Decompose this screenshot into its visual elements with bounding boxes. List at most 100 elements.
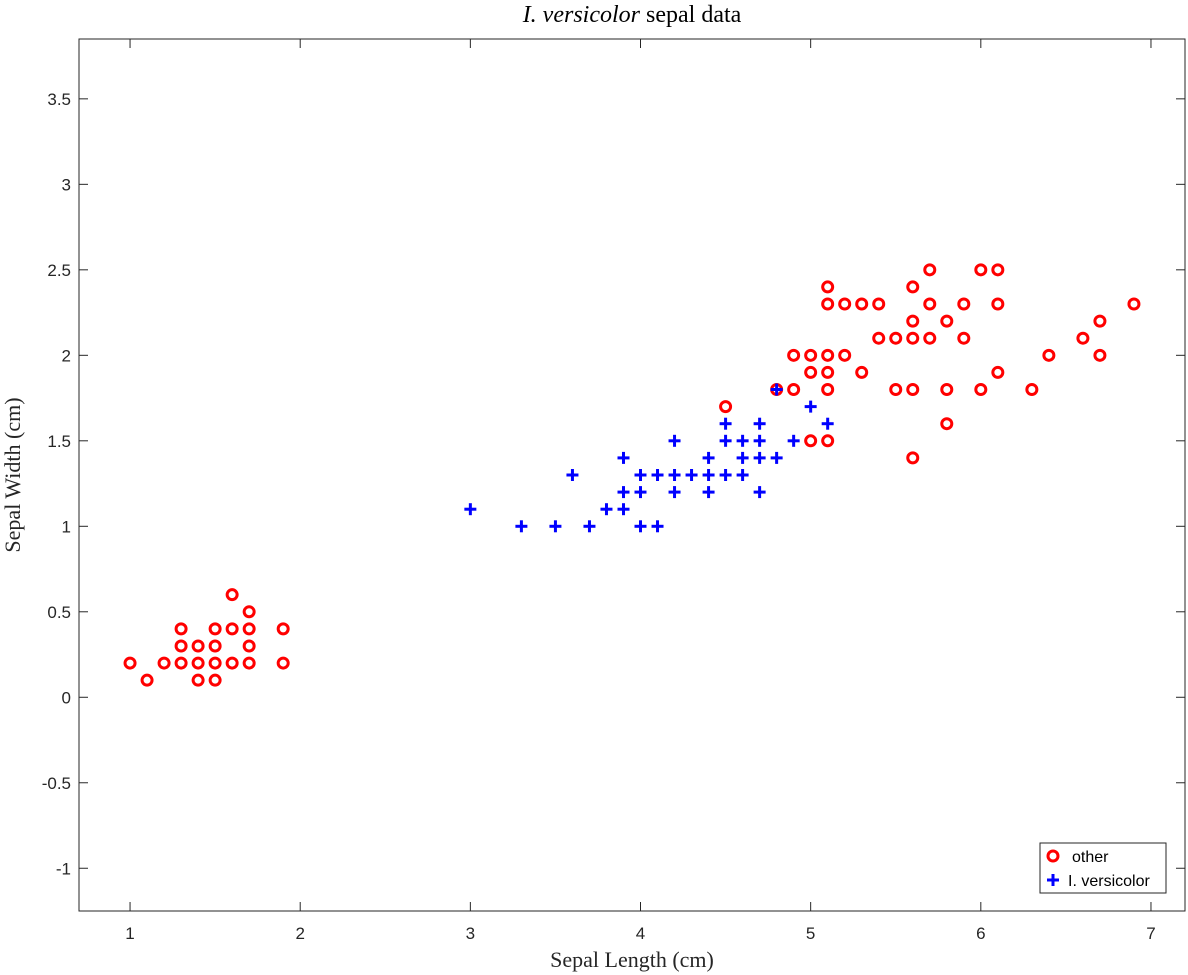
data-point-other: [191, 673, 205, 687]
data-point-other: [787, 348, 801, 362]
data-point-versicolor: [753, 434, 766, 447]
data-point-other: [157, 656, 171, 670]
y-tick-label: 2.5: [47, 261, 71, 280]
x-tick-label: 6: [976, 924, 985, 943]
x-axis-label: Sepal Length (cm): [550, 947, 714, 972]
x-tick-label: 1: [125, 924, 134, 943]
data-point-other: [208, 656, 222, 670]
data-point-other: [906, 383, 920, 397]
x-tick-label: 5: [806, 924, 815, 943]
data-point-versicolor: [634, 520, 647, 533]
data-point-other: [1025, 383, 1039, 397]
data-point-other: [821, 348, 835, 362]
legend-label-other: other: [1072, 849, 1109, 866]
data-point-versicolor: [702, 451, 715, 464]
data-point-other: [225, 656, 239, 670]
data-point-other: [923, 297, 937, 311]
x-axis: 1 2 3 4 5 6 7: [125, 39, 1156, 943]
data-point-other: [974, 263, 988, 277]
data-point-other: [940, 314, 954, 328]
y-tick-label: 3.5: [47, 90, 71, 109]
data-point-versicolor: [634, 469, 647, 481]
data-point-other: [787, 383, 801, 397]
data-point-versicolor: [668, 486, 681, 499]
data-point-other: [242, 622, 256, 636]
data-point-other: [957, 297, 971, 311]
data-point-other: [242, 605, 256, 619]
data-point-other: [991, 365, 1005, 379]
legend-circle-icon: [1046, 849, 1060, 863]
data-point-other: [225, 622, 239, 636]
x-tick-label: 2: [295, 924, 304, 943]
data-points: [123, 263, 1141, 687]
data-point-versicolor: [702, 469, 715, 481]
data-point-other: [974, 383, 988, 397]
data-point-other: [174, 656, 188, 670]
legend-plus-icon: [1047, 874, 1059, 886]
y-tick-label: -1: [56, 859, 71, 878]
chart-title: I. versicolor sepal data: [522, 2, 742, 28]
data-point-other: [225, 588, 239, 602]
data-point-versicolor: [617, 503, 630, 516]
data-point-versicolor: [651, 469, 664, 481]
data-point-other: [242, 656, 256, 670]
chart-title-rest: sepal data: [640, 2, 742, 28]
data-point-versicolor: [515, 520, 528, 533]
data-point-other: [855, 297, 869, 311]
data-point-versicolor: [719, 417, 732, 430]
data-point-other: [208, 622, 222, 636]
series-versicolor: [464, 383, 834, 533]
data-point-other: [923, 331, 937, 345]
y-tick-label: 1.5: [47, 432, 71, 451]
chart-title-italic: I. versicolor: [522, 2, 641, 28]
data-point-other: [855, 365, 869, 379]
data-point-versicolor: [464, 503, 477, 516]
legend-label-versicolor: I. versicolor: [1068, 873, 1150, 890]
data-point-other: [719, 400, 733, 414]
data-point-other: [957, 331, 971, 345]
data-point-other: [208, 673, 222, 687]
data-point-other: [1127, 297, 1141, 311]
data-point-other: [838, 348, 852, 362]
data-point-versicolor: [753, 451, 766, 464]
data-point-other: [872, 297, 886, 311]
data-point-other: [208, 639, 222, 653]
data-point-other: [906, 314, 920, 328]
x-tick-label: 7: [1146, 924, 1155, 943]
data-point-versicolor: [719, 469, 732, 481]
data-point-other: [923, 263, 937, 277]
data-point-versicolor: [634, 486, 647, 499]
data-point-versicolor: [770, 383, 783, 396]
data-point-other: [140, 673, 154, 687]
data-point-other: [804, 348, 818, 362]
data-point-other: [276, 656, 290, 670]
data-point-versicolor: [617, 486, 630, 499]
y-tick-label: 3: [62, 175, 71, 194]
data-point-versicolor: [804, 400, 817, 413]
data-point-versicolor: [566, 469, 579, 481]
y-axis-label: Sepal Width (cm): [0, 397, 25, 552]
data-point-other: [889, 331, 903, 345]
y-tick-label: 2: [62, 346, 71, 365]
data-point-other: [991, 263, 1005, 277]
data-point-other: [174, 622, 188, 636]
y-axis: -1 -0.5 0 0.5 1 1.5 2 2.5 3 3.5: [42, 90, 1185, 878]
data-point-versicolor: [668, 434, 681, 447]
data-point-other: [906, 331, 920, 345]
legend-marker-other: [1046, 849, 1060, 863]
y-tick-label: -0.5: [42, 774, 71, 793]
data-point-other: [906, 451, 920, 465]
data-point-versicolor: [753, 417, 766, 430]
data-point-other: [174, 639, 188, 653]
data-point-versicolor: [583, 520, 596, 533]
y-tick-label: 1: [62, 517, 71, 536]
data-point-versicolor: [668, 469, 681, 481]
data-point-versicolor: [770, 451, 783, 464]
data-point-other: [821, 365, 835, 379]
data-point-versicolor: [685, 469, 698, 481]
data-point-other: [906, 280, 920, 294]
data-point-other: [242, 639, 256, 653]
data-point-other: [889, 383, 903, 397]
data-point-other: [1093, 314, 1107, 328]
